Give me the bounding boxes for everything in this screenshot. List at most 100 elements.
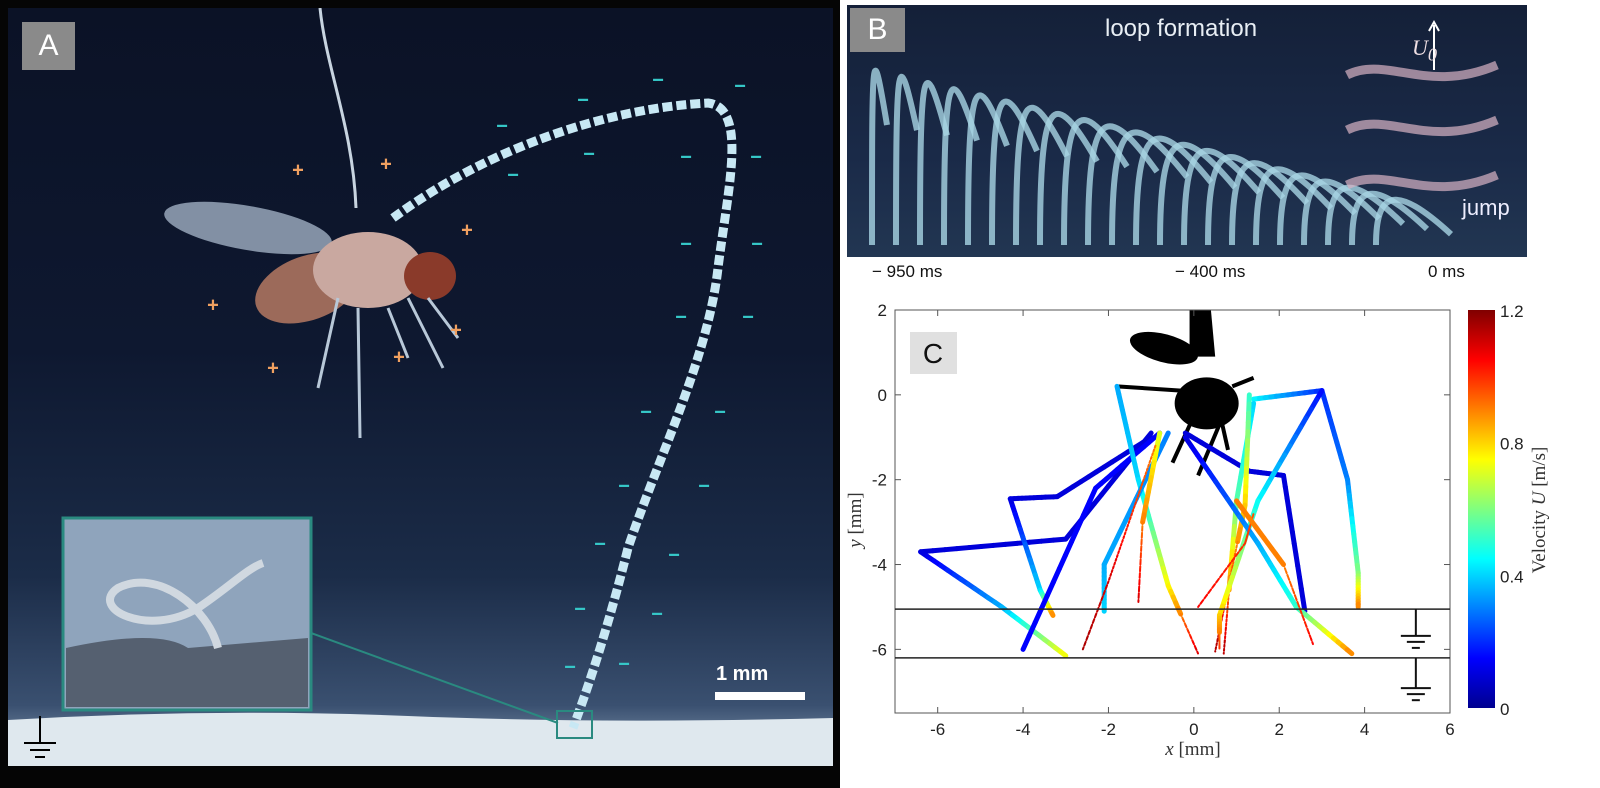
trajectory-segment — [1228, 558, 1235, 566]
x-tick-label: -6 — [930, 720, 945, 739]
colorbar-label-prefix: Velocity — [1529, 510, 1550, 574]
plot-frame — [894, 309, 1451, 714]
loop-formation-title: loop formation — [1105, 15, 1258, 42]
trajectory-segment — [1234, 540, 1239, 555]
trajectory-segment — [1216, 574, 1223, 582]
trajectory-segment — [1184, 624, 1190, 632]
panel-c-label: C — [923, 338, 943, 369]
worm-frame — [1037, 111, 1100, 246]
jumping-worm-frame — [1344, 170, 1499, 192]
worm-frame — [917, 80, 950, 246]
colorbar-tick-label: 0.4 — [1500, 567, 1524, 586]
colorbar-tick-label: 0 — [1500, 700, 1509, 719]
trajectory-segment — [1189, 635, 1195, 644]
x-tick-label: 6 — [1445, 720, 1454, 739]
trajectory — [1114, 383, 1200, 655]
trajectory-segment — [1284, 570, 1290, 579]
ground-icon — [1400, 657, 1431, 702]
colorbar-label-var: U — [1529, 490, 1550, 505]
trajectory-segment — [1294, 597, 1300, 606]
positive-charge-sign: + — [207, 294, 219, 317]
y-tick-label: -2 — [872, 471, 887, 490]
negative-charge-sign: − — [734, 75, 746, 98]
jumping-worm-frame — [1344, 115, 1499, 137]
trajectory — [1182, 430, 1308, 614]
y-tick-label: 2 — [878, 301, 887, 320]
u0-symbol: U — [1412, 35, 1428, 60]
negative-charge-sign: − — [618, 653, 630, 676]
trajectory-segment — [1101, 591, 1106, 600]
time-label-mid: − 400 ms — [1175, 262, 1246, 281]
mosquito — [164, 8, 460, 439]
trajectory-segment — [1142, 467, 1149, 481]
trajectory-segment — [1222, 639, 1226, 655]
negative-charge-sign: − — [675, 306, 687, 329]
panel-a-photo: A 1 mm + + + + + + + − − − − − − − − − − − − − − − − − − − − − − — [8, 8, 833, 766]
trajectory-segment — [1292, 590, 1297, 600]
panel-c-trajectory-chart: -6 -4 -2 0 2 4 6 2 0 -2 -4 -6 0 0.4 0.8 1.2 Velocity U… — [845, 301, 1550, 760]
positive-charge-sign: + — [450, 319, 462, 342]
trajectory-segment — [1103, 586, 1108, 594]
trajectory-segment — [1289, 583, 1295, 593]
colorbar-tick-label: 1.2 — [1500, 302, 1524, 321]
trajectory-segment — [1251, 512, 1255, 518]
x-tick-label: 2 — [1274, 720, 1283, 739]
trajectory-segment — [1208, 584, 1215, 593]
trajectory-segment — [1187, 629, 1192, 638]
trajectory-segment — [1204, 590, 1211, 598]
trajectory-segment — [1277, 556, 1286, 568]
trajectory-segment — [1105, 580, 1110, 589]
y-axis-unit: [mm] — [845, 492, 866, 534]
negative-charge-sign: − — [640, 401, 652, 424]
negative-charge-sign: − — [496, 115, 508, 138]
trajectory-segment — [1049, 610, 1056, 618]
trajectory-segment — [1192, 641, 1197, 649]
negative-charge-sign: − — [618, 475, 630, 498]
x-tick-label: -2 — [1101, 720, 1116, 739]
trajectory-segment — [1092, 614, 1097, 623]
trajectory-segment — [1138, 478, 1145, 492]
x-tick-label: 4 — [1360, 720, 1369, 739]
worm-frame — [869, 67, 890, 246]
worm-frame — [1085, 123, 1160, 246]
trajectory-segment — [1212, 579, 1219, 587]
scale-bar — [715, 692, 805, 700]
trajectory-segment — [1299, 610, 1305, 620]
trajectory-segment — [1098, 597, 1104, 606]
trajectory-segment — [1119, 535, 1126, 549]
worm-frame — [1061, 117, 1130, 246]
trajectory-segment — [1282, 563, 1287, 573]
trajectory-segment — [1020, 633, 1032, 652]
trajectory-segment — [1107, 569, 1114, 583]
trajectory — [1137, 430, 1163, 604]
panel-b-image: B loop formation U0 jump — [847, 5, 1527, 257]
trajectory-segment — [1115, 546, 1122, 560]
negative-charge-sign: − — [680, 233, 692, 256]
trajectory-segment — [1232, 552, 1239, 561]
trajectory-segment — [1094, 608, 1099, 617]
loop-formation-sequence — [869, 19, 1499, 246]
trajectory-segment — [1081, 642, 1086, 651]
colorbar — [1468, 310, 1495, 708]
y-axis-var: y — [845, 539, 866, 550]
jumping-worm-frame — [1344, 60, 1499, 82]
time-label-start: − 950 ms — [872, 262, 943, 281]
negative-charge-sign: − — [583, 143, 595, 166]
jump-label: jump — [1462, 195, 1510, 220]
positive-charge-sign: + — [393, 346, 405, 369]
trajectory — [1251, 388, 1361, 610]
trajectory-segment — [1182, 618, 1187, 627]
trajectory-segment — [1302, 617, 1307, 626]
negative-charge-sign: − — [742, 306, 754, 329]
trajectory-segment — [1287, 576, 1292, 586]
trajectory-segment — [1224, 614, 1228, 630]
worm-inset-figure — [106, 559, 265, 650]
trajectory — [1234, 498, 1315, 647]
trajectory-segment — [1309, 637, 1315, 647]
ground-icon — [1400, 609, 1431, 649]
trajectory-segment — [1150, 444, 1157, 459]
trajectory-segment — [1146, 456, 1153, 470]
trajectory-segment — [1304, 623, 1310, 633]
trajectory-segment — [1224, 563, 1231, 571]
colorbar-tick-label: 0.8 — [1500, 435, 1524, 454]
